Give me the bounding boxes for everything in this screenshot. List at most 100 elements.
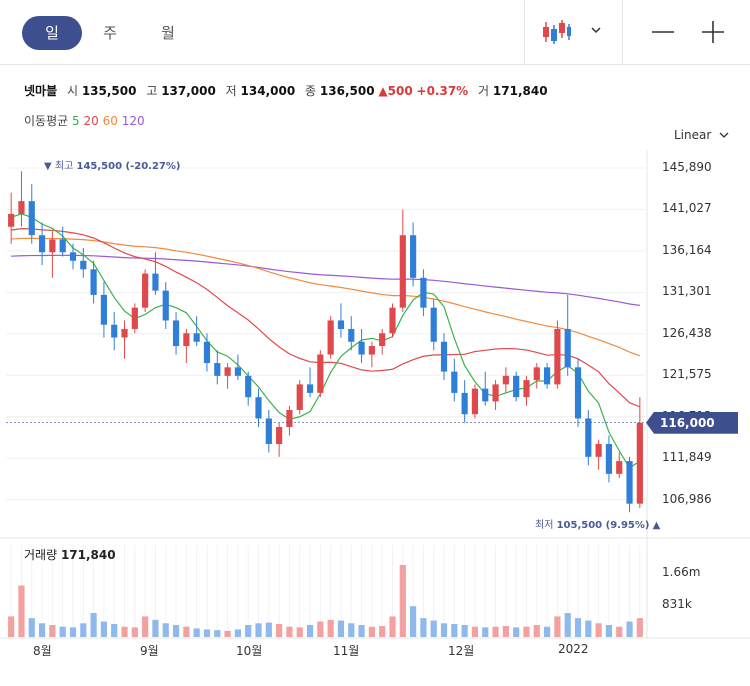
price-axis-label: 111,849: [662, 450, 712, 465]
time-axis-sep: 9월: [140, 644, 159, 658]
volume-bar: [492, 626, 499, 637]
volume-bar: [502, 626, 509, 637]
volume-bar: [49, 625, 56, 637]
candle-body: [162, 290, 169, 321]
plus-icon: [702, 21, 724, 43]
candle-body: [245, 375, 252, 398]
candle-body: [461, 392, 468, 415]
zoom-in-button[interactable]: [698, 16, 728, 48]
close-label: 종: [305, 84, 317, 98]
candle-body: [203, 341, 211, 364]
volume-bar: [595, 623, 602, 637]
volume-total: 171,840: [60, 548, 116, 562]
price-axis-label: 121,575: [662, 367, 712, 382]
candle-body: [224, 367, 231, 376]
moving-average-legend[interactable]: 이동평균 5 20 60 120: [24, 112, 145, 129]
candle-body: [8, 213, 15, 227]
volume-bar: [379, 626, 386, 637]
volume-bar: [306, 625, 314, 637]
candle-body: [306, 384, 314, 393]
volume-bar: [461, 625, 468, 637]
volume-bar: [533, 625, 540, 637]
candle-body: [296, 384, 303, 410]
volume-bar: [234, 629, 241, 637]
chart-type-button[interactable]: [540, 18, 572, 46]
candle-body: [554, 328, 561, 385]
candle-body: [605, 444, 613, 474]
zoom-out-button[interactable]: [648, 16, 678, 48]
ma-120-line: [11, 254, 640, 306]
candle-body: [430, 307, 437, 342]
volume-bar: [183, 626, 190, 637]
price-axis-label: 141,027: [662, 201, 712, 216]
volume-bar: [348, 623, 355, 637]
volume-bar: [111, 623, 118, 637]
volume-bar: [636, 618, 643, 637]
candle-body: [111, 324, 118, 338]
ma-60-line: [11, 237, 641, 357]
low-label: 저: [225, 84, 237, 98]
volume-bar: [543, 626, 551, 637]
volume-bar: [389, 616, 396, 637]
high-marker-arrow-icon: ▼: [44, 161, 52, 172]
candle-body: [90, 269, 97, 295]
high-label: 고: [146, 84, 158, 98]
tab-monthly[interactable]: 월: [161, 24, 175, 42]
volume-bar: [38, 623, 46, 637]
candle-body: [317, 354, 324, 393]
volume-bar: [152, 619, 159, 637]
candle-body: [585, 418, 592, 457]
candle-body: [492, 384, 499, 402]
low-value: 134,000: [240, 84, 296, 98]
candle-body: [69, 252, 77, 261]
volume-bar: [337, 620, 345, 637]
scale-dropdown[interactable]: Linear: [674, 128, 729, 142]
volume-panel-label: 거래량 171,840: [24, 546, 116, 563]
candle-body: [513, 375, 520, 398]
chevron-down-icon[interactable]: [590, 18, 602, 49]
candle-body: [626, 461, 633, 504]
volume-bar: [574, 618, 582, 637]
tab-weekly[interactable]: 주: [103, 24, 117, 42]
volume-label: 거: [478, 84, 490, 98]
high-marker: ▼ 최고 145,500 (-20.27%): [44, 157, 180, 172]
volume-bar: [471, 626, 479, 637]
candle-body: [152, 273, 159, 291]
candle-body: [286, 409, 293, 427]
volume-bar: [296, 627, 303, 637]
candle-body: [451, 371, 458, 393]
ma-60: 60: [102, 114, 118, 128]
volume-bar: [523, 626, 530, 637]
price-axis-label: 136,164: [662, 242, 712, 257]
volume-bar: [245, 625, 252, 637]
time-axis-oct: 10월: [236, 644, 263, 658]
minus-icon: [652, 31, 674, 33]
tab-daily[interactable]: 일: [22, 16, 82, 50]
change-percent: +0.37%: [416, 84, 469, 98]
time-axis-dec: 12월: [448, 644, 475, 658]
volume-axis-high: 1.66m: [662, 565, 701, 579]
volume-bar: [276, 623, 283, 637]
volume-bar: [440, 623, 448, 637]
candle-body: [471, 388, 479, 415]
candle-body: [574, 367, 582, 419]
volume-bar: [605, 625, 613, 637]
volume-bar: [265, 622, 272, 637]
volume-bar: [451, 623, 458, 637]
candle-body: [564, 328, 571, 368]
volume-bar: [162, 623, 169, 637]
volume-bar: [430, 620, 437, 637]
candle-body: [131, 307, 138, 329]
candle-body: [595, 444, 602, 457]
candlestick-icon: [543, 20, 571, 44]
toolbar-divider: [524, 0, 525, 64]
volume-bar: [131, 627, 138, 637]
volume-bar: [224, 630, 231, 637]
candle-body: [172, 320, 180, 347]
candle-body: [616, 461, 623, 474]
volume-bar: [358, 625, 365, 637]
volume-bar: [327, 619, 334, 637]
candle-body: [389, 307, 396, 334]
volume-bar: [59, 626, 66, 637]
